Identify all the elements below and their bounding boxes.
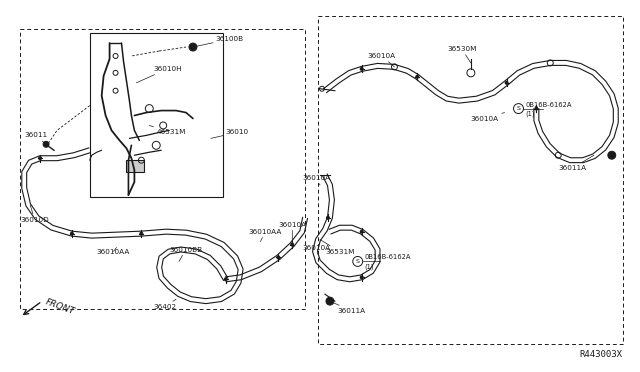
Bar	[318, 16, 623, 344]
Text: S: S	[356, 259, 360, 264]
Text: 36010AA: 36010AA	[97, 247, 130, 254]
Text: 0B16B-6162A: 0B16B-6162A	[525, 102, 572, 108]
Text: 36011A: 36011A	[558, 155, 594, 171]
Circle shape	[535, 107, 538, 110]
Text: 36402: 36402	[153, 299, 177, 310]
Circle shape	[505, 81, 508, 84]
Circle shape	[224, 278, 227, 281]
Text: 36010A: 36010A	[302, 244, 330, 254]
Text: 36011: 36011	[24, 132, 47, 144]
Text: 36011A: 36011A	[330, 301, 366, 314]
Bar	[20, 29, 305, 309]
Circle shape	[360, 67, 363, 70]
Circle shape	[189, 43, 197, 51]
Circle shape	[43, 141, 49, 147]
Text: (1): (1)	[525, 110, 535, 117]
Text: 36010A: 36010A	[471, 113, 504, 122]
Text: 36100B: 36100B	[193, 36, 244, 47]
Text: 36531M: 36531M	[320, 240, 355, 254]
Circle shape	[608, 151, 616, 159]
Circle shape	[140, 232, 143, 235]
Text: 36010AA: 36010AA	[248, 229, 282, 241]
Circle shape	[416, 76, 419, 78]
Circle shape	[277, 256, 280, 259]
Text: 36010: 36010	[211, 129, 249, 138]
Text: 0B16B-6162A: 0B16B-6162A	[365, 254, 411, 260]
Circle shape	[70, 232, 74, 235]
Bar	[90, 33, 223, 197]
Text: 36010A: 36010A	[302, 175, 330, 185]
Text: 36010D: 36010D	[20, 205, 49, 223]
Text: 36010A: 36010A	[278, 222, 307, 244]
Bar	[127, 160, 145, 172]
Text: 36010H: 36010H	[136, 66, 182, 83]
Circle shape	[326, 297, 334, 305]
Circle shape	[291, 243, 294, 246]
Circle shape	[326, 216, 330, 219]
Text: S: S	[516, 106, 520, 111]
Circle shape	[360, 276, 363, 279]
Text: 36530M: 36530M	[447, 46, 476, 63]
Text: 36010BB: 36010BB	[169, 247, 202, 262]
Circle shape	[360, 230, 363, 233]
Text: (1): (1)	[365, 263, 374, 270]
Text: 36010A: 36010A	[367, 53, 396, 67]
Text: 46531M: 46531M	[149, 125, 186, 135]
Circle shape	[38, 157, 42, 160]
Text: R443003X: R443003X	[580, 350, 623, 359]
Text: FRONT: FRONT	[44, 298, 76, 317]
